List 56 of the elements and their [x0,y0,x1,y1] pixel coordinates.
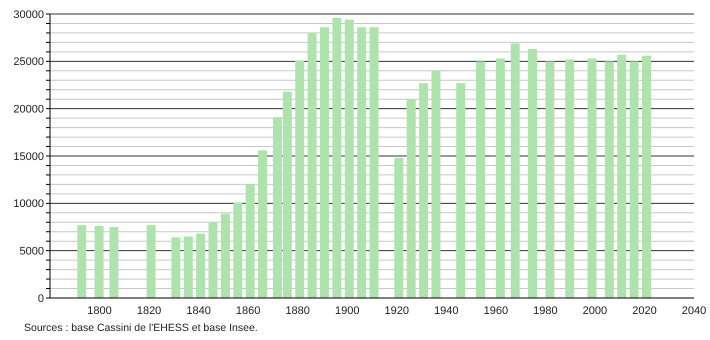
x-tick-label: 1880 [285,304,310,317]
x-tick-label: 1920 [384,304,410,317]
bar [630,61,639,298]
bar [528,49,538,298]
x-tick-label: 1980 [533,304,558,317]
bar [476,61,486,298]
x-tick-label: 1840 [186,304,211,317]
bar [94,226,104,298]
y-tick-label: 30000 [13,8,44,21]
bar [510,43,520,298]
x-tick-label: 1940 [434,304,459,317]
y-tick-label: 15000 [13,150,44,163]
bar [295,60,304,298]
x-tick-label: 1860 [236,304,260,317]
bar [208,222,218,298]
bar [565,59,574,298]
bar [456,83,466,298]
bar [431,70,440,298]
bar [77,225,86,298]
bar [308,32,317,298]
bar [246,184,255,298]
bar [196,234,206,298]
bar [617,54,626,298]
bar [394,158,404,298]
bar [184,236,193,298]
bar [220,214,230,298]
bar [146,225,156,298]
source-note: Sources : base Cassini de l'EHESS et base Insee. [24,322,259,334]
bar [171,237,180,298]
x-tick-label: 1820 [136,304,162,317]
bar [109,227,118,298]
bar [406,99,416,298]
bar [233,202,242,298]
y-tick-label: 0 [38,292,44,305]
bar [496,58,505,298]
bar [545,61,554,298]
bar [370,27,379,298]
bar [258,150,268,298]
x-tick-label: 1800 [87,304,112,317]
bar [320,27,329,298]
bar [419,83,428,298]
y-tick-label: 10000 [13,198,44,210]
x-tick-label: 1900 [334,304,360,317]
x-tick-label: 2020 [632,304,657,317]
x-tick-label: 2040 [682,304,706,317]
bar [357,27,366,298]
y-tick-label: 5000 [20,246,44,258]
x-tick-label: 2000 [582,304,608,317]
x-tick-label: 1960 [484,304,508,317]
bar [587,58,596,298]
bar [604,61,614,298]
bar [332,18,342,298]
bar [642,56,651,298]
y-tick-label: 25000 [13,56,44,68]
y-tick-label: 20000 [13,104,44,116]
bar [344,20,354,298]
